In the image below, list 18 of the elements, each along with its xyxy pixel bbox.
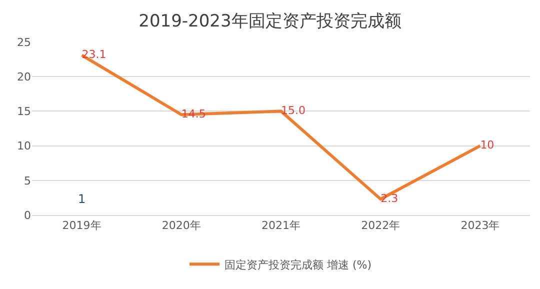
y-tick-label: 15 xyxy=(17,105,31,118)
x-tick-label: 2023年 xyxy=(460,219,500,232)
y-tick-label: 20 xyxy=(17,70,31,84)
x-tick-label: 2019年 xyxy=(62,219,102,232)
x-tick-label: 2022年 xyxy=(361,219,400,232)
annotation: 1 xyxy=(78,192,86,206)
legend-label: 固定资产投资完成额 增速 (%) xyxy=(224,258,372,272)
data-label: 2.3 xyxy=(380,192,398,205)
data-label: 23.1 xyxy=(82,48,106,61)
x-tick-label: 2021年 xyxy=(262,219,300,232)
x-tick-label: 2020年 xyxy=(162,219,201,232)
y-tick-label: 25 xyxy=(17,36,31,49)
y-tick-label: 5 xyxy=(24,174,31,188)
chart-title: 2019-2023年固定资产投资完成额 xyxy=(138,11,402,32)
y-tick-label: 10 xyxy=(17,140,31,153)
y-tick-label: 0 xyxy=(24,208,31,222)
data-label: 10 xyxy=(480,138,494,152)
data-label: 15.0 xyxy=(281,104,306,117)
